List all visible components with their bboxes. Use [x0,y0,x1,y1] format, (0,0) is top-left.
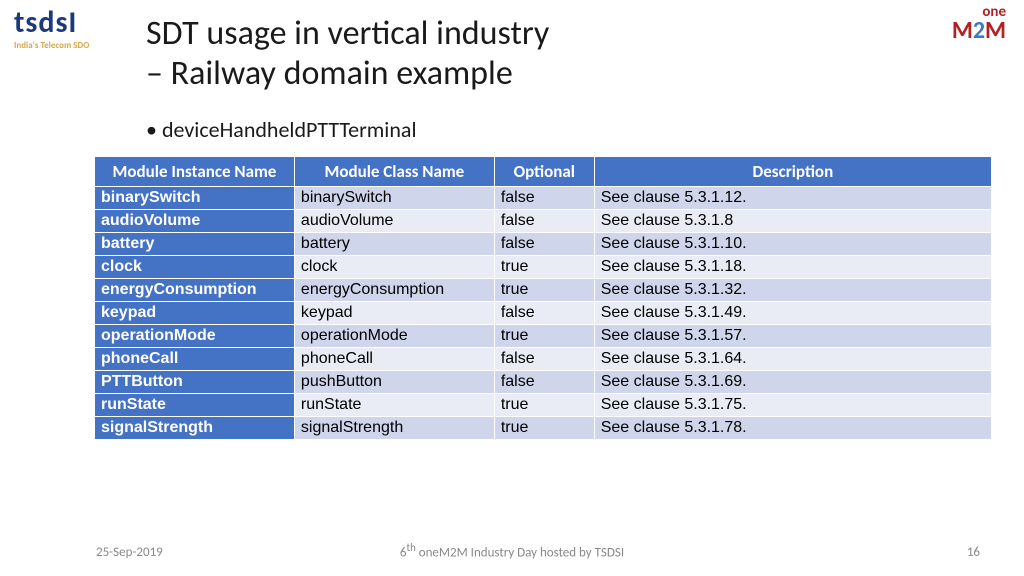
cell-class: energyConsumption [294,279,494,302]
cell-optional: false [494,348,594,371]
cell-desc: See clause 5.3.1.69. [594,371,991,394]
cell-desc: See clause 5.3.1.18. [594,256,991,279]
cell-instance: audioVolume [95,210,295,233]
footer-mid: 6th oneM2M Industry Day hosted by TSDSI [0,541,1024,560]
cell-desc: See clause 5.3.1.75. [594,394,991,417]
cell-optional: true [494,279,594,302]
title-line1: SDT usage in vertical industry [146,13,549,54]
bullet-item: deviceHandheldPTTTerminal [146,116,417,143]
cell-optional: false [494,187,594,210]
cell-desc: See clause 5.3.1.8 [594,210,991,233]
cell-class: runState [294,394,494,417]
table-row: phoneCallphoneCallfalseSee clause 5.3.1.… [95,348,992,371]
cell-desc: See clause 5.3.1.10. [594,233,991,256]
slide-title: SDT usage in vertical industry – Railway… [146,14,549,94]
cell-class: binarySwitch [294,187,494,210]
cell-instance: PTTButton [95,371,295,394]
table-row: batterybatteryfalseSee clause 5.3.1.10. [95,233,992,256]
cell-optional: true [494,417,594,440]
cell-class: battery [294,233,494,256]
table-row: operationModeoperationModetrueSee clause… [95,325,992,348]
table-row: signalStrengthsignalStrengthtrueSee clau… [95,417,992,440]
cell-instance: signalStrength [95,417,295,440]
cell-class: pushButton [294,371,494,394]
table-row: energyConsumptionenergyConsumptiontrueSe… [95,279,992,302]
table-header-row: Module Instance Name Module Class Name O… [95,157,992,187]
cell-instance: binarySwitch [95,187,295,210]
onem2m-m1: M [952,16,973,45]
cell-desc: See clause 5.3.1.49. [594,302,991,325]
table-row: audioVolumeaudioVolumefalseSee clause 5.… [95,210,992,233]
footer-mid-rest: oneM2M Industry Day hosted by TSDSI [416,545,624,560]
cell-instance: phoneCall [95,348,295,371]
cell-class: clock [294,256,494,279]
cell-class: operationMode [294,325,494,348]
title-line2: – Railway domain example [146,53,513,94]
footer-mid-sup: th [406,541,415,554]
tsdsi-logo-sub: India's Telecom SDO [14,40,89,51]
cell-optional: false [494,302,594,325]
cell-desc: See clause 5.3.1.32. [594,279,991,302]
th-desc: Description [594,157,991,187]
cell-class: phoneCall [294,348,494,371]
table-row: keypadkeypadfalseSee clause 5.3.1.49. [95,302,992,325]
cell-desc: See clause 5.3.1.12. [594,187,991,210]
cell-instance: clock [95,256,295,279]
cell-optional: true [494,394,594,417]
table-row: binarySwitchbinarySwitchfalseSee clause … [95,187,992,210]
module-table: Module Instance Name Module Class Name O… [94,156,992,440]
cell-desc: See clause 5.3.1.64. [594,348,991,371]
cell-instance: keypad [95,302,295,325]
th-instance: Module Instance Name [95,157,295,187]
cell-instance: runState [95,394,295,417]
onem2m-logo: one M2M [952,6,1006,41]
th-optional: Optional [494,157,594,187]
cell-optional: false [494,210,594,233]
cell-optional: false [494,233,594,256]
table-row: clockclocktrueSee clause 5.3.1.18. [95,256,992,279]
cell-instance: battery [95,233,295,256]
onem2m-m2m: M2M [952,20,1006,42]
cell-optional: false [494,371,594,394]
footer-page: 16 [967,545,980,560]
onem2m-m2: M [985,16,1006,45]
cell-optional: true [494,325,594,348]
cell-class: audioVolume [294,210,494,233]
table-row: PTTButtonpushButtonfalseSee clause 5.3.1… [95,371,992,394]
cell-desc: See clause 5.3.1.78. [594,417,991,440]
cell-optional: true [494,256,594,279]
cell-desc: See clause 5.3.1.57. [594,325,991,348]
tsdsi-logo: tsdsI [14,8,77,38]
th-class: Module Class Name [294,157,494,187]
table-row: runStaterunStatetrueSee clause 5.3.1.75. [95,394,992,417]
onem2m-2: 2 [973,16,985,45]
cell-class: signalStrength [294,417,494,440]
cell-instance: operationMode [95,325,295,348]
cell-class: keypad [294,302,494,325]
cell-instance: energyConsumption [95,279,295,302]
